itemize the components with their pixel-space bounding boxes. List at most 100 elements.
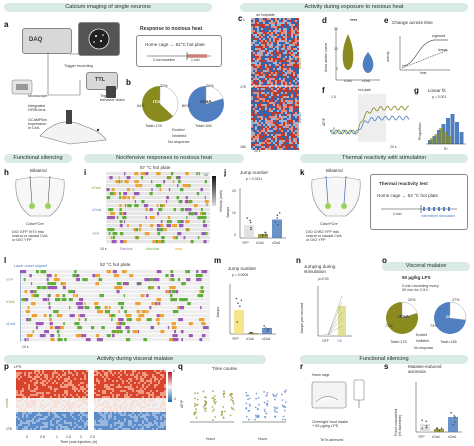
heat-cell bbox=[281, 22, 283, 24]
heat-p-cell bbox=[126, 414, 128, 416]
heat-cell bbox=[283, 30, 285, 32]
raster-event bbox=[166, 176, 171, 180]
heat-cell bbox=[279, 146, 281, 148]
heat-p-cell bbox=[122, 392, 124, 394]
heat-p-cell bbox=[66, 422, 68, 424]
heat-p-cell bbox=[34, 404, 36, 406]
heat-p-cell bbox=[152, 380, 154, 382]
heat-cell bbox=[275, 120, 277, 122]
heat-cell bbox=[275, 54, 277, 56]
heat-p-cell bbox=[26, 390, 28, 392]
heat-p-cell bbox=[106, 418, 108, 420]
heat-p-cell bbox=[34, 402, 36, 404]
heat-p-cell bbox=[82, 386, 84, 388]
heat-p-cell bbox=[118, 388, 120, 390]
heat-p-cell bbox=[46, 406, 48, 408]
heat-p-cell bbox=[102, 392, 104, 394]
raster-event bbox=[94, 302, 99, 306]
heat-p-cell bbox=[120, 414, 122, 416]
heat-p-cell bbox=[124, 378, 126, 380]
heat-cell bbox=[293, 140, 295, 142]
heat-p-cell bbox=[160, 370, 162, 372]
heat-cell bbox=[263, 56, 265, 58]
heat-cell bbox=[267, 144, 269, 146]
raster-event bbox=[135, 302, 141, 306]
heat-p-cell bbox=[116, 408, 118, 410]
heat-p-cell bbox=[30, 396, 32, 398]
heat-cell bbox=[253, 42, 255, 44]
heat-p-cell bbox=[104, 418, 106, 420]
heat-p-cell bbox=[74, 420, 76, 422]
heat-p-cell bbox=[154, 384, 156, 386]
header-functional-silencing-2: Functional silencing bbox=[300, 355, 468, 364]
heat-cell bbox=[291, 72, 293, 74]
heat-cell bbox=[289, 128, 291, 130]
heat-cell bbox=[287, 134, 289, 136]
heat-p-cell bbox=[72, 398, 74, 400]
heat-p-cell bbox=[82, 384, 84, 386]
heat-p-cell bbox=[24, 422, 26, 424]
heat-cell bbox=[255, 72, 257, 74]
heat-p-cell bbox=[156, 428, 158, 430]
heat-p-cell bbox=[154, 396, 156, 398]
heat-p-cell bbox=[50, 408, 52, 410]
heat-cell bbox=[283, 94, 285, 96]
raster-event bbox=[175, 176, 178, 180]
heat-cell bbox=[255, 142, 257, 144]
raster-event bbox=[149, 192, 153, 196]
q-dot bbox=[215, 400, 217, 403]
panel-letter-q: q bbox=[178, 362, 183, 371]
heat-cell bbox=[291, 44, 293, 46]
panel-d-xtick-ccea: cCeA bbox=[362, 79, 371, 83]
heat-p-cell bbox=[112, 422, 114, 424]
heat-p-cell bbox=[126, 402, 128, 404]
heat-cell bbox=[275, 124, 277, 126]
heat-p-cell bbox=[162, 370, 164, 372]
heat-p-cell bbox=[106, 428, 108, 430]
raster-event bbox=[55, 298, 61, 302]
heat-cell bbox=[269, 32, 271, 34]
hist-bar bbox=[459, 132, 464, 144]
heat-p-cell bbox=[164, 420, 166, 422]
heat-cell bbox=[271, 20, 273, 22]
heat-cell bbox=[259, 70, 261, 72]
heat-cell bbox=[295, 108, 297, 110]
raster-event bbox=[200, 208, 203, 212]
heat-p-cell bbox=[54, 424, 56, 426]
heat-p-cell bbox=[110, 396, 112, 398]
heat-p-cell bbox=[102, 404, 104, 406]
raster-event bbox=[136, 318, 141, 322]
heat-p-cell bbox=[24, 414, 26, 416]
heat-p-cell bbox=[40, 370, 42, 372]
heat-p-cell bbox=[148, 374, 150, 376]
heat-p-cell bbox=[154, 394, 156, 396]
raster-event bbox=[61, 282, 66, 286]
heat-p-cell bbox=[162, 374, 164, 376]
heat-p-cell bbox=[50, 420, 52, 422]
heat-p-cell bbox=[102, 390, 104, 392]
heat-p-cell bbox=[16, 374, 18, 376]
heat-p-cell bbox=[148, 416, 150, 418]
heat-cell bbox=[295, 62, 297, 64]
heat-cell bbox=[285, 90, 287, 92]
heat-p-cell bbox=[144, 428, 146, 430]
heat-cell bbox=[251, 84, 253, 86]
heat-cell bbox=[281, 50, 283, 52]
heat-p-cell bbox=[62, 390, 64, 392]
heat-p-cell bbox=[138, 386, 140, 388]
heat-p-cell bbox=[24, 418, 26, 420]
panel-o-right-total: Total=138 bbox=[440, 340, 457, 344]
heat-cell bbox=[271, 100, 273, 102]
heat-p-cell bbox=[122, 418, 124, 420]
heat-p-cell bbox=[148, 424, 150, 426]
heat-p-cell bbox=[134, 408, 136, 410]
heat-p-cell bbox=[52, 374, 54, 376]
heat-p-cell bbox=[150, 372, 152, 374]
heat-cell bbox=[253, 24, 255, 26]
jump-m-dot bbox=[237, 302, 239, 304]
heat-p-cell bbox=[60, 426, 62, 428]
heat-p-cell bbox=[68, 400, 70, 402]
heat-p-cell bbox=[22, 416, 24, 418]
heat-cell bbox=[293, 90, 295, 92]
heat-p-cell bbox=[154, 390, 156, 392]
